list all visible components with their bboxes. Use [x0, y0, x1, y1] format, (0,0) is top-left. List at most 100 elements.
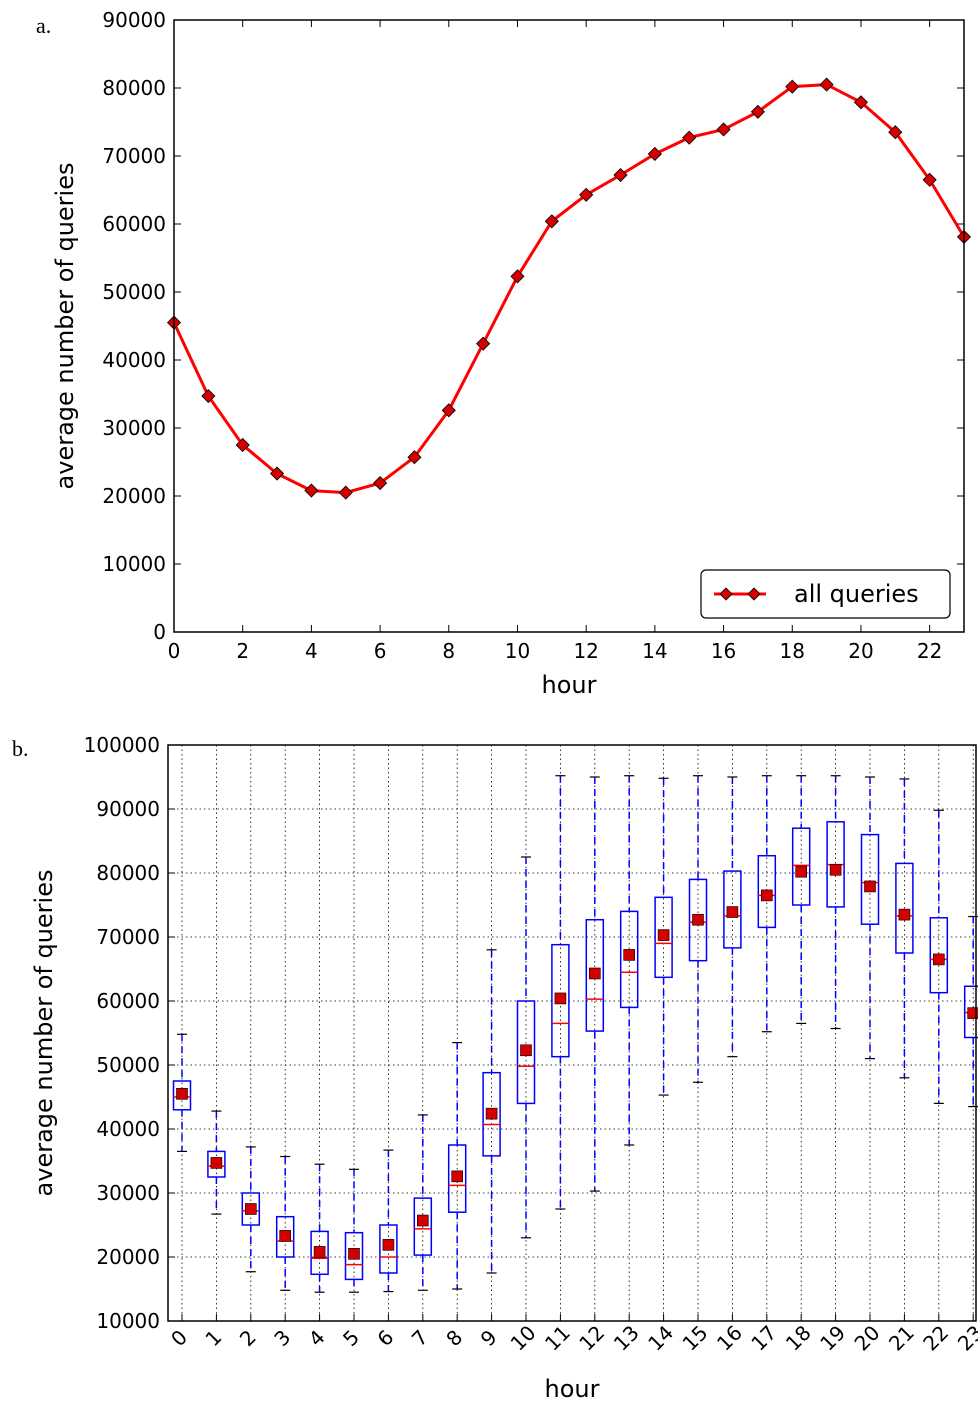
x-tick-label: 3 [269, 1325, 295, 1351]
data-point-hour-17 [750, 104, 765, 119]
legend-label-all-queries: all queries [794, 580, 919, 608]
box-hour-21 [895, 778, 914, 1079]
y-tick-label: 50000 [102, 280, 166, 304]
y-tick-label: 10000 [102, 552, 166, 576]
iqr-box [310, 1230, 329, 1276]
box-hour-4 [310, 1163, 329, 1293]
x-tick-label: 18 [780, 639, 805, 663]
panel-a-x-axis-label: hour [542, 671, 597, 699]
mean-marker [898, 908, 911, 921]
iqr-box [895, 862, 914, 954]
x-tick-label: 16 [712, 1321, 747, 1356]
mean-marker [657, 929, 670, 941]
iqr-box [447, 1144, 467, 1213]
x-tick-label: 11 [540, 1321, 575, 1356]
data-point-hour-14 [647, 146, 662, 162]
iqr-box [379, 1224, 398, 1274]
legend-box [700, 569, 951, 619]
data-point-hour-6 [373, 476, 388, 491]
panel-b-y-ticks: 10000 20000 30000 40000 50000 60000 70000 80000… [84, 733, 175, 1333]
mean-marker [588, 967, 601, 980]
mean-marker [348, 1248, 360, 1260]
x-tick-label: 7 [407, 1325, 433, 1351]
mean-marker [967, 1007, 978, 1019]
iqr-box [929, 917, 949, 994]
mean-marker [176, 1088, 188, 1100]
y-tick-label: 50000 [96, 1053, 160, 1077]
panel-a-plot [166, 77, 972, 500]
iqr-box [585, 918, 605, 1032]
x-tick-label: 18 [781, 1321, 816, 1356]
iqr-box [241, 1192, 261, 1226]
y-tick-label: 20000 [102, 484, 166, 508]
data-point-hour-8 [441, 403, 456, 418]
data-point-hour-9 [476, 336, 491, 351]
box-hour-6 [379, 1149, 398, 1293]
y-tick-label: 10000 [96, 1309, 160, 1333]
panel-b-boxes [172, 775, 978, 1293]
mean-marker [864, 880, 876, 893]
iqr-box [551, 943, 570, 1058]
data-point-hour-10 [510, 269, 525, 284]
y-tick-label: 90000 [102, 8, 166, 32]
data-point-hour-12 [579, 187, 594, 202]
x-tick-label: 12 [574, 1321, 609, 1356]
box-hour-20 [860, 776, 880, 1060]
x-tick-label: 16 [711, 639, 736, 663]
mean-marker [382, 1239, 395, 1251]
mean-marker [485, 1107, 498, 1120]
x-tick-label: 17 [746, 1321, 781, 1356]
data-point-hour-22 [922, 172, 937, 187]
mean-marker [726, 906, 739, 918]
box-hour-14 [654, 777, 673, 1096]
x-tick-label: 10 [505, 639, 530, 663]
box-hour-12 [585, 776, 605, 1192]
y-tick-label: 70000 [96, 925, 160, 949]
x-tick-label: 22 [917, 639, 942, 663]
iqr-box [344, 1231, 364, 1281]
y-tick-label: 60000 [102, 212, 166, 236]
x-tick-label: 23 [953, 1321, 978, 1356]
x-tick-label: 10 [506, 1321, 541, 1356]
mean-marker [416, 1214, 429, 1227]
panel-b-frame [167, 744, 977, 1322]
x-tick-label: 21 [884, 1321, 919, 1356]
panel-a-label: a. [36, 13, 51, 38]
x-tick-label: 12 [573, 639, 598, 663]
data-point-hour-20 [853, 95, 869, 110]
mean-marker [245, 1203, 257, 1215]
iqr-box [413, 1197, 433, 1256]
x-tick-label: 5 [338, 1325, 364, 1351]
x-tick-label: 9 [476, 1325, 502, 1351]
panel-b-box-plot: b. 0 1 2 3 4 5 6 7 8 9 10 11 12 13 14 15 16 17 18 19 20 21 22 2… [12, 733, 978, 1403]
box-hour-13 [619, 775, 639, 1146]
box-hour-18 [791, 775, 811, 1025]
x-tick-label: 20 [850, 1321, 885, 1356]
box-hour-11 [551, 775, 570, 1210]
y-tick-label: 80000 [102, 76, 166, 100]
box-hour-0 [172, 1033, 192, 1153]
box-hour-9 [482, 949, 501, 1274]
box-hour-16 [723, 776, 742, 1058]
x-tick-label: 6 [372, 1325, 398, 1351]
mean-marker [451, 1170, 464, 1183]
mean-marker [829, 863, 842, 876]
box-hour-8 [447, 1041, 467, 1290]
x-tick-label: 8 [441, 1325, 467, 1351]
data-point-hour-5 [338, 485, 353, 500]
box-hour-1 [207, 1110, 226, 1215]
y-tick-label: 60000 [96, 989, 160, 1013]
iqr-box [275, 1215, 295, 1258]
box-hour-19 [826, 775, 845, 1030]
y-tick-label: 100000 [84, 733, 160, 757]
iqr-box [207, 1150, 226, 1178]
x-tick-label: 4 [305, 639, 318, 663]
panel-a-y-ticks: 0 10000 20000 30000 40000 50000 60000 70000 8000… [102, 8, 964, 644]
box-hour-17 [757, 775, 777, 1033]
mean-marker [760, 889, 773, 902]
iqr-box [654, 896, 673, 979]
iqr-box [723, 870, 742, 949]
y-tick-label: 40000 [96, 1117, 160, 1141]
legend-marker-left [719, 587, 733, 601]
